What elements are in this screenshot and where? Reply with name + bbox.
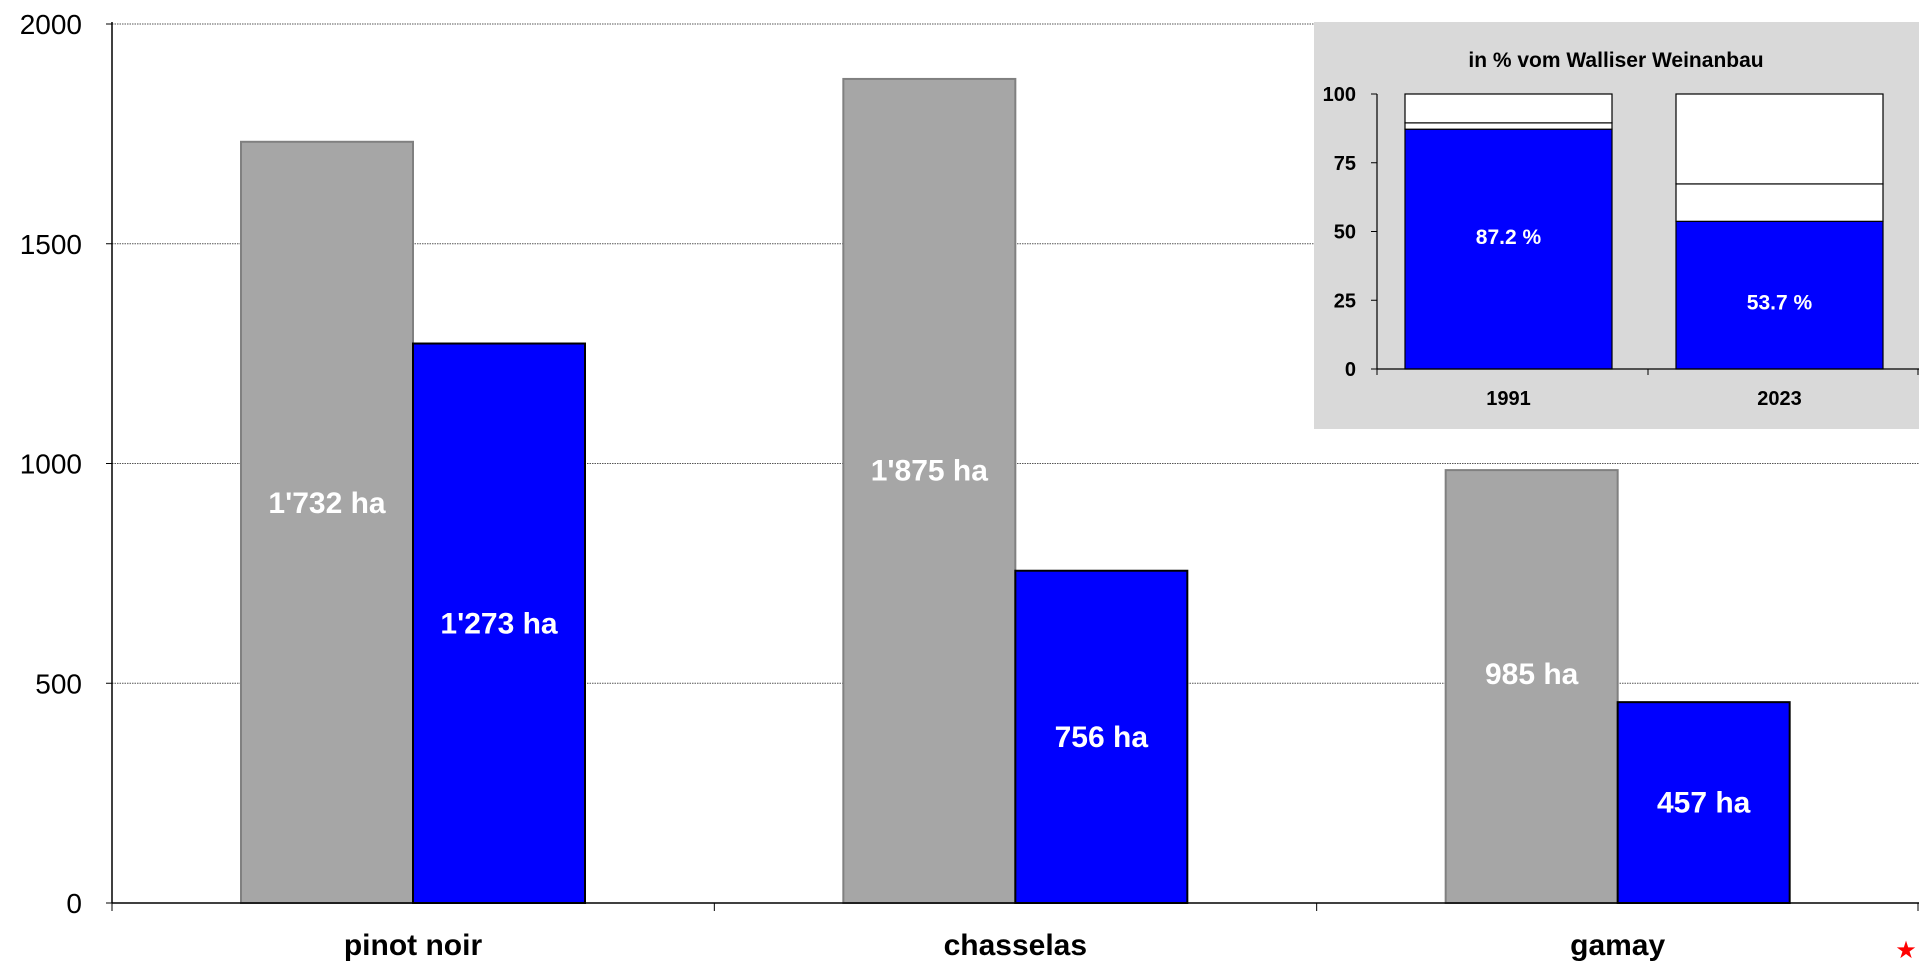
y-tick-label: 500: [35, 668, 82, 699]
bar: [842, 77, 1017, 904]
bar: [1444, 469, 1619, 904]
bar: [412, 342, 586, 905]
bar-value-label: 1'875 ha: [871, 454, 989, 487]
x-category-label: chasselas: [944, 929, 1087, 962]
y-tick-label: 1500: [20, 229, 82, 260]
bar: [1014, 569, 1189, 904]
bar-value-label: 985 ha: [1485, 658, 1579, 691]
y-tick-label: 1000: [20, 449, 82, 480]
bar-value-label: 1'732 ha: [268, 487, 386, 520]
bar-value-label: 457 ha: [1657, 787, 1751, 820]
y-tick-label: 0: [66, 888, 82, 919]
inset-stack-segment: [1675, 93, 1884, 185]
inset-x-label: 2023: [1757, 388, 1802, 410]
inset-stacked-chart: in % vom Walliser Weinanbau 0 25 50 75 100 87.…: [1314, 22, 1919, 429]
x-category-label: pinot noir: [344, 929, 483, 962]
inset-y-tick-label: 75: [1334, 153, 1356, 175]
y-tick-label: 2000: [20, 9, 82, 40]
inset-value-label: 53.7 %: [1747, 292, 1813, 315]
inset-y-tick-label: 25: [1334, 290, 1356, 312]
inset-stack-segment: [1404, 122, 1613, 130]
inset-title: in % vom Walliser Weinanbau: [1468, 49, 1763, 72]
inset-stack-segment: [1675, 220, 1884, 370]
bar-value-label: 756 ha: [1055, 721, 1149, 754]
bar-value-label: 1'273 ha: [440, 607, 558, 640]
bar: [1616, 701, 1791, 904]
inset-stack-segment: [1404, 93, 1613, 124]
inset-stack-segment: [1404, 128, 1613, 370]
bar: [240, 140, 414, 904]
inset-y-tick-label: 0: [1345, 359, 1356, 381]
inset-value-label: 87.2 %: [1476, 226, 1542, 249]
x-category-label: gamay: [1570, 929, 1665, 962]
inset-y-tick-label: 50: [1334, 222, 1356, 244]
inset-y-tick-label: 100: [1323, 84, 1356, 106]
inset-stack-segment: [1675, 183, 1884, 222]
star-icon: ★: [1895, 937, 1917, 963]
inset-x-label: 1991: [1486, 388, 1531, 410]
